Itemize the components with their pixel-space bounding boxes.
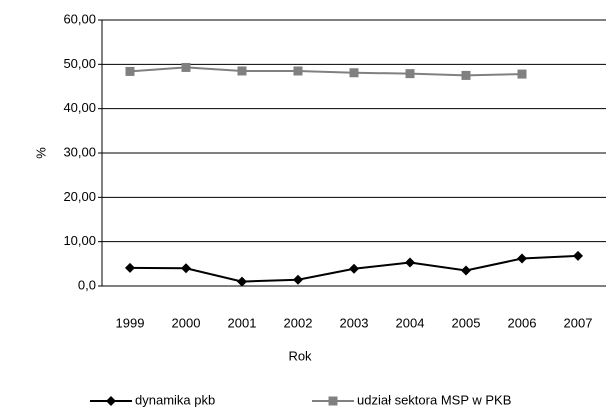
y-tick-label: 50,00 (63, 56, 96, 71)
marker (293, 66, 303, 76)
x-tick-label: 2007 (564, 315, 593, 330)
marker (349, 68, 359, 78)
y-tick-label: 10,00 (63, 233, 96, 248)
legend-label: udział sektora MSP w PKB (357, 392, 511, 407)
x-tick-label: 1999 (116, 315, 145, 330)
marker (517, 253, 527, 264)
y-tick-label: 60,00 (63, 11, 96, 26)
marker (125, 66, 135, 76)
x-tick-label: 2006 (508, 315, 537, 330)
marker (573, 250, 583, 261)
marker (237, 276, 247, 287)
x-tick-label: 2001 (228, 315, 257, 330)
x-axis-label: Rok (288, 348, 312, 363)
marker (405, 257, 415, 268)
x-tick-label: 2003 (340, 315, 369, 330)
y-tick-label: 20,00 (63, 189, 96, 204)
series-line (129, 66, 523, 77)
y-tick-label: 30,00 (63, 144, 96, 159)
marker (328, 396, 338, 406)
x-tick-label: 2004 (396, 315, 425, 330)
y-tick-label: 40,00 (63, 100, 96, 115)
x-tick-label: 2002 (284, 315, 313, 330)
marker (517, 69, 527, 79)
y-tick-label: 0,0 (78, 277, 96, 292)
marker (106, 396, 116, 406)
marker (181, 263, 191, 274)
marker (405, 69, 415, 79)
y-axis-label: % (33, 147, 48, 159)
marker (461, 265, 471, 276)
marker (293, 274, 303, 285)
marker (181, 62, 191, 72)
marker (125, 262, 135, 273)
x-tick-label: 2000 (172, 315, 201, 330)
legend-label: dynamika pkb (135, 392, 215, 407)
marker (349, 263, 359, 274)
marker (461, 70, 471, 80)
x-tick-label: 2005 (452, 315, 481, 330)
marker (237, 66, 247, 76)
